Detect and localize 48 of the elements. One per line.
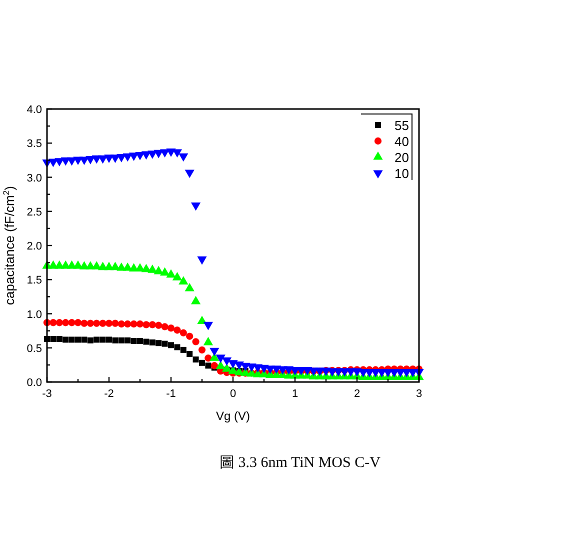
x-tick-label: -2 xyxy=(104,388,114,400)
x-tick-label: -3 xyxy=(42,388,52,400)
point xyxy=(205,362,212,369)
point xyxy=(100,336,106,343)
x-tick-label: 2 xyxy=(354,388,360,400)
x-tick-label: 1 xyxy=(292,388,298,400)
x-tick-label: 0 xyxy=(230,388,236,400)
point xyxy=(168,342,174,348)
y-tick-label: 0.0 xyxy=(26,377,42,389)
point xyxy=(137,338,143,344)
point xyxy=(81,336,88,343)
y-tick-label: 2.5 xyxy=(26,206,42,218)
caption: 圖 3.3 6nm TiN MOS C-V xyxy=(220,455,381,471)
y-tick-label: 3.0 xyxy=(26,172,42,184)
point xyxy=(174,344,180,350)
legend-label: 10 xyxy=(394,166,409,181)
legend-label: 55 xyxy=(394,118,409,133)
point xyxy=(192,356,199,362)
point xyxy=(87,337,94,344)
point xyxy=(118,337,124,344)
point xyxy=(149,339,156,346)
point xyxy=(199,360,205,366)
point xyxy=(75,336,81,343)
point xyxy=(50,336,56,342)
y-tick-label: 0.5 xyxy=(26,342,42,355)
x-tick-label: 3 xyxy=(416,388,422,400)
legend-label: 20 xyxy=(394,150,409,165)
x-axis-title: Vg (V) xyxy=(216,409,250,423)
point xyxy=(162,340,168,347)
point xyxy=(94,336,100,343)
legend-label: 40 xyxy=(394,134,409,149)
y-tick-label: 3.5 xyxy=(26,138,42,150)
point xyxy=(62,336,69,343)
point xyxy=(143,338,150,345)
y-tick-label: 2.0 xyxy=(26,240,42,252)
point xyxy=(68,336,75,343)
y-tick-label: 1.5 xyxy=(26,274,42,287)
point xyxy=(186,351,193,358)
point xyxy=(106,336,112,343)
y-tick-label: 1.0 xyxy=(26,308,42,321)
point xyxy=(130,338,137,344)
point xyxy=(180,346,186,353)
x-tick-label: -1 xyxy=(166,388,176,400)
point xyxy=(56,336,62,342)
y-tick-label: 4.0 xyxy=(26,104,42,116)
point xyxy=(124,337,131,344)
point xyxy=(156,340,162,346)
point xyxy=(112,337,118,344)
